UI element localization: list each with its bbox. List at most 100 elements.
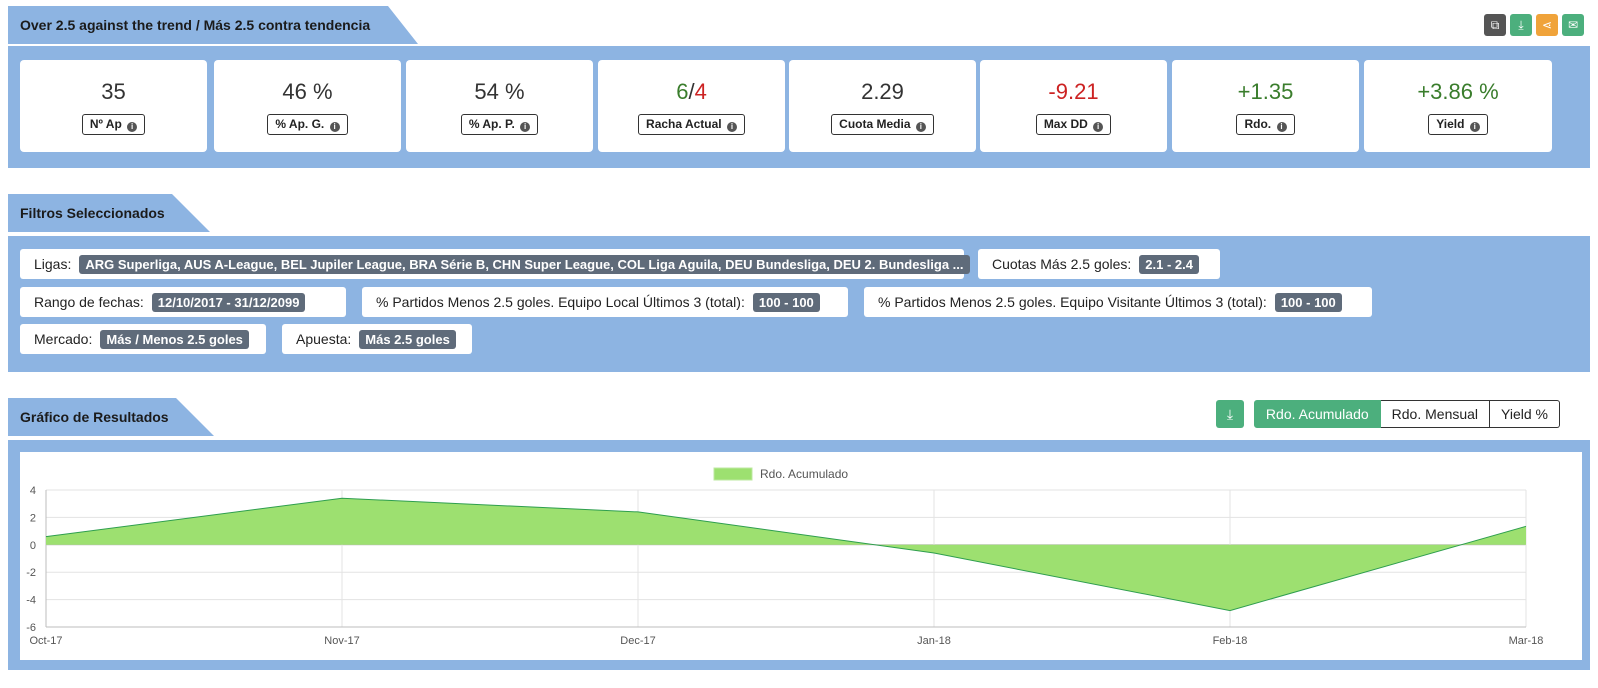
info-icon[interactable]: i xyxy=(127,122,138,132)
stat-label[interactable]: Rdo. i xyxy=(1236,114,1295,135)
stat-label[interactable]: Yield i xyxy=(1428,114,1488,135)
filter-chip-local: % Partidos Menos 2.5 goles. Equipo Local… xyxy=(362,287,848,317)
email-icon: ✉ xyxy=(1567,18,1579,32)
filter-label: Rango de fechas: xyxy=(34,294,144,310)
chart-mode-button-2[interactable]: Yield % xyxy=(1490,400,1560,428)
y-tick-label: 0 xyxy=(30,540,36,552)
info-icon[interactable]: i xyxy=(1469,122,1480,132)
stat-label-text: % Ap. G. xyxy=(275,117,325,131)
filter-label: % Partidos Menos 2.5 goles. Equipo Local… xyxy=(376,294,745,310)
chart-download-button[interactable]: ⤓ xyxy=(1215,400,1244,428)
x-tick-label: Dec-17 xyxy=(620,635,655,647)
x-tick-label: Mar-18 xyxy=(1509,635,1544,647)
stat-card: 54 % % Ap. P. i xyxy=(406,60,593,152)
filter-label: Apuesta: xyxy=(296,331,352,347)
share-icon: ⋖ xyxy=(1541,18,1553,32)
stat-card: +1.35 Rdo. i xyxy=(1172,60,1359,152)
filter-label: % Partidos Menos 2.5 goles. Equipo Visit… xyxy=(878,294,1267,310)
email-button[interactable]: ✉ xyxy=(1562,14,1584,36)
filter-label: Ligas: xyxy=(34,256,72,272)
filter-value: 2.1 - 2.4 xyxy=(1139,254,1199,274)
stat-card: -9.21 Max DD i xyxy=(980,60,1167,152)
share-button[interactable]: ⋖ xyxy=(1536,14,1558,36)
x-tick-label: Oct-17 xyxy=(29,635,62,647)
stat-card: 6/4 Racha Actual i xyxy=(598,60,785,152)
stat-value: +1.35 xyxy=(1237,79,1294,104)
stat-value: 46 % xyxy=(282,79,333,104)
download-icon: ⤓ xyxy=(1518,18,1524,32)
stat-label[interactable]: % Ap. G. i xyxy=(267,114,348,135)
filter-value: ARG Superliga, AUS A-League, BEL Jupiler… xyxy=(79,254,970,274)
filter-label: Cuotas Más 2.5 goles: xyxy=(992,256,1132,272)
streak-separator: / xyxy=(688,79,695,104)
stat-label[interactable]: Cuota Media i xyxy=(831,114,934,135)
chart-area: 4 2 0 -2 -4 -6 Oct-17 Nov-17 Dec-17 Jan-18 Feb-18 M… xyxy=(20,452,1582,660)
stat-value: 2.29 xyxy=(861,79,904,104)
stat-card: 35 Nº Ap i xyxy=(20,60,207,152)
info-icon[interactable]: i xyxy=(915,122,926,132)
filter-value: Más 2.5 goles xyxy=(359,329,456,349)
stats-panel: Over 2.5 against the trend / Más 2.5 con… xyxy=(8,6,1590,168)
stats-panel-title: Over 2.5 against the trend / Más 2.5 con… xyxy=(8,6,418,44)
y-tick-label: 4 xyxy=(30,485,36,497)
streak-wins: 6 xyxy=(676,79,689,104)
stat-card: 2.29 Cuota Media i xyxy=(789,60,976,152)
filter-chip-visitante: % Partidos Menos 2.5 goles. Equipo Visit… xyxy=(864,287,1372,317)
stat-value: 6/4 xyxy=(598,78,785,106)
chart-mode-button-0[interactable]: Rdo. Acumulado xyxy=(1253,400,1381,428)
stats-cards-container: 35 Nº Ap i 46 %% Ap. G. i 54 %% Ap. P. i 6/4… xyxy=(8,46,1590,168)
chart-container: 4 2 0 -2 -4 -6 Oct-17 Nov-17 Dec-17 Jan-18 Feb-18 M… xyxy=(8,440,1590,670)
filter-chip-ligas: Ligas: ARG Superliga, AUS A-League, BEL … xyxy=(20,249,970,279)
series-area xyxy=(46,498,1526,611)
chart-toolbar: ⤓ Rdo. Acumulado Rdo. Mensual Yield % xyxy=(1215,400,1560,428)
stat-label-text: Max DD xyxy=(1043,117,1088,131)
filter-chip-mercado: Mercado: Más / Menos 2.5 goles xyxy=(20,324,266,354)
share-toolbar: ⧉ ⤓ ⋖ ✉ xyxy=(1484,14,1584,36)
chart-mode-button-1[interactable]: Rdo. Mensual xyxy=(1380,400,1491,428)
filters-panel-title: Filtros Seleccionados xyxy=(8,194,210,232)
x-tick-label: Nov-17 xyxy=(324,635,359,647)
info-icon[interactable]: i xyxy=(329,122,340,132)
stat-value: 54 % xyxy=(474,79,525,104)
y-tick-label: -4 xyxy=(26,595,36,607)
download-button[interactable]: ⤓ xyxy=(1510,14,1532,36)
y-tick-label: -6 xyxy=(26,622,36,634)
filter-label: Mercado: xyxy=(34,331,93,347)
stat-label-text: Racha Actual xyxy=(646,117,722,131)
stat-label[interactable]: Max DD i xyxy=(1035,114,1112,135)
filter-chip-cuotas: Cuotas Más 2.5 goles: 2.1 - 2.4 xyxy=(978,249,1220,279)
legend-label: Rdo. Acumulado xyxy=(760,467,848,481)
copy-icon: ⧉ xyxy=(1490,18,1500,32)
copy-button[interactable]: ⧉ xyxy=(1484,14,1506,36)
y-tick-label: 2 xyxy=(30,512,36,524)
stat-card: +3.86 % Yield i xyxy=(1364,60,1552,152)
info-icon[interactable]: i xyxy=(726,122,737,132)
stat-label[interactable]: Racha Actual i xyxy=(638,114,745,135)
stat-label-text: Cuota Media xyxy=(839,117,911,131)
stat-label[interactable]: Nº Ap i xyxy=(81,114,146,135)
chart-mode-selector: Rdo. Acumulado Rdo. Mensual Yield % xyxy=(1253,400,1560,428)
stat-card: 46 % % Ap. G. i xyxy=(214,60,401,152)
streak-losses: 4 xyxy=(694,79,707,104)
info-icon[interactable]: i xyxy=(520,122,531,132)
filters-container: Ligas: ARG Superliga, AUS A-League, BEL … xyxy=(8,236,1590,372)
results-chart-panel: Gráfico de Resultados ⤓ Rdo. Acumulado Rd… xyxy=(8,398,1590,670)
info-icon[interactable]: i xyxy=(1093,122,1104,132)
stat-value: -9.21 xyxy=(1048,79,1099,104)
stat-label-text: Yield xyxy=(1436,117,1465,131)
filter-chip-apuesta: Apuesta: Más 2.5 goles xyxy=(282,324,472,354)
stat-label-text: Rdo. xyxy=(1244,117,1272,131)
stat-label[interactable]: % Ap. P. i xyxy=(460,114,539,135)
info-icon[interactable]: i xyxy=(1276,122,1287,132)
filters-panel: Filtros Seleccionados Ligas: ARG Superli… xyxy=(8,194,1590,372)
filter-value: 12/10/2017 - 31/12/2099 xyxy=(151,292,306,312)
filter-value: 100 - 100 xyxy=(752,292,820,312)
x-tick-label: Feb-18 xyxy=(1213,635,1248,647)
filter-value: 100 - 100 xyxy=(1274,292,1342,312)
stat-label-text: % Ap. P. xyxy=(468,117,515,131)
stat-label-text: Nº Ap xyxy=(89,117,122,131)
chart-panel-title: Gráfico de Resultados xyxy=(8,398,214,436)
filter-value: Más / Menos 2.5 goles xyxy=(100,329,249,349)
filter-chip-fechas: Rango de fechas: 12/10/2017 - 31/12/2099 xyxy=(20,287,346,317)
